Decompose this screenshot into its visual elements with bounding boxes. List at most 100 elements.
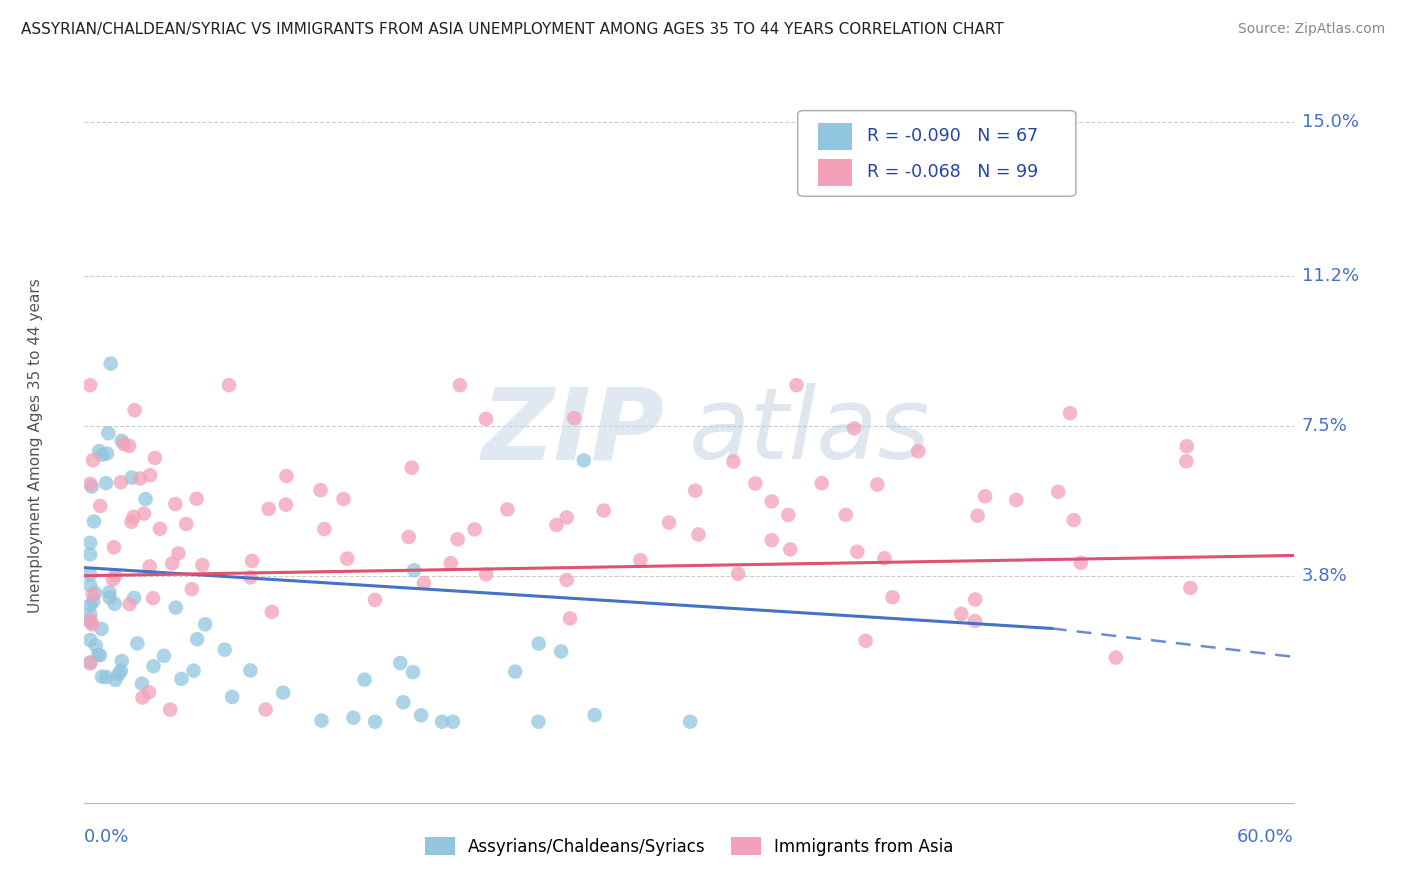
Point xyxy=(214,642,236,657)
Text: atlas: atlas xyxy=(689,384,931,480)
Point xyxy=(866,477,889,491)
Point xyxy=(160,557,183,571)
Point xyxy=(83,515,105,529)
Point xyxy=(96,670,118,684)
Point xyxy=(1105,650,1128,665)
Point xyxy=(688,527,710,541)
Point xyxy=(364,592,387,607)
Point xyxy=(1175,454,1198,468)
Point xyxy=(221,690,243,704)
Point xyxy=(79,613,101,627)
Point xyxy=(124,403,146,417)
Point xyxy=(342,711,364,725)
Point xyxy=(108,667,131,681)
Point xyxy=(101,573,124,587)
Point xyxy=(966,508,988,523)
Point xyxy=(104,568,127,582)
Point xyxy=(907,444,929,458)
Point xyxy=(153,648,176,663)
Point xyxy=(139,468,162,483)
Point xyxy=(464,522,486,536)
Point xyxy=(98,591,121,605)
Text: R = -0.090   N = 67: R = -0.090 N = 67 xyxy=(866,128,1038,145)
Point xyxy=(218,378,240,392)
Point xyxy=(112,437,135,451)
Point xyxy=(882,591,904,605)
Point xyxy=(142,591,165,606)
Point xyxy=(1059,406,1081,420)
Point xyxy=(94,476,117,491)
Point xyxy=(121,470,143,484)
Point xyxy=(79,535,101,549)
Point xyxy=(170,672,193,686)
Point xyxy=(658,516,681,530)
Point xyxy=(79,476,101,491)
Point xyxy=(104,673,127,687)
Point xyxy=(82,594,104,608)
Point xyxy=(131,676,153,690)
Point xyxy=(96,446,118,460)
Point xyxy=(336,551,359,566)
Point xyxy=(89,648,111,662)
Point xyxy=(389,656,412,670)
Point xyxy=(174,516,197,531)
Point xyxy=(79,548,101,562)
Point xyxy=(79,599,101,613)
Point xyxy=(779,542,801,557)
Point xyxy=(142,659,165,673)
Point xyxy=(744,476,766,491)
Point xyxy=(118,597,141,611)
Point xyxy=(274,498,297,512)
Point xyxy=(167,546,190,560)
Point xyxy=(846,545,869,559)
Point xyxy=(963,614,986,628)
Point xyxy=(143,450,166,465)
Point xyxy=(332,491,354,506)
Point xyxy=(546,518,568,533)
Point xyxy=(239,664,262,678)
Point xyxy=(392,695,415,709)
Point xyxy=(129,471,152,485)
Point xyxy=(257,501,280,516)
Point xyxy=(555,573,578,587)
Point xyxy=(475,567,498,582)
Point xyxy=(475,412,498,426)
Point xyxy=(260,605,283,619)
Point xyxy=(628,553,651,567)
Point xyxy=(122,591,145,605)
Point xyxy=(165,497,187,511)
Point xyxy=(592,503,614,517)
Text: 0.0%: 0.0% xyxy=(84,828,129,846)
Point xyxy=(276,469,298,483)
Point xyxy=(965,592,987,607)
Point xyxy=(364,714,387,729)
Text: 11.2%: 11.2% xyxy=(1302,267,1360,285)
Point xyxy=(503,665,526,679)
Point xyxy=(98,585,121,599)
Point xyxy=(89,499,111,513)
Text: ASSYRIAN/CHALDEAN/SYRIAC VS IMMIGRANTS FROM ASIA UNEMPLOYMENT AMONG AGES 35 TO 4: ASSYRIAN/CHALDEAN/SYRIAC VS IMMIGRANTS F… xyxy=(21,22,1004,37)
Point xyxy=(194,617,217,632)
Point xyxy=(679,714,702,729)
Point xyxy=(180,582,202,596)
Point xyxy=(97,426,120,441)
Point xyxy=(1005,493,1028,508)
Point xyxy=(165,600,187,615)
Point xyxy=(527,636,550,650)
Point xyxy=(149,522,172,536)
Point xyxy=(104,597,127,611)
Point xyxy=(111,434,134,448)
Point xyxy=(122,509,145,524)
Point xyxy=(761,494,783,508)
Point xyxy=(271,685,294,699)
Point xyxy=(79,633,101,648)
Point xyxy=(778,508,800,522)
Bar xyxy=(818,123,852,150)
Point xyxy=(82,587,104,601)
Bar xyxy=(818,160,852,186)
Point xyxy=(138,559,160,574)
Point xyxy=(572,453,595,467)
Point xyxy=(855,633,877,648)
Point xyxy=(412,576,434,591)
Point xyxy=(353,673,375,687)
